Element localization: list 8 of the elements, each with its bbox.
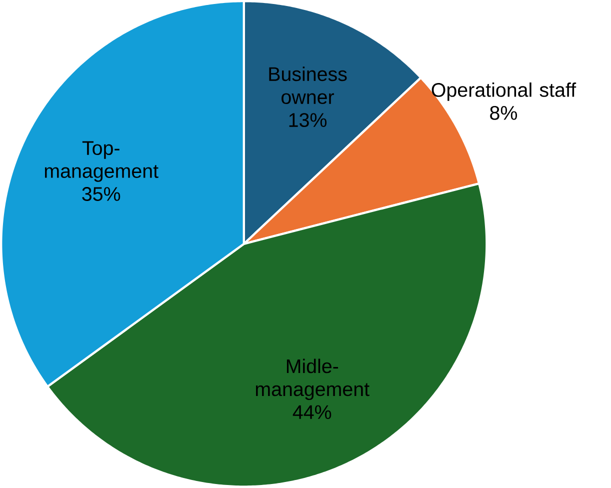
slice-label: Operational staff	[432, 82, 576, 101]
slice-label: Midle-management	[256, 358, 370, 400]
data-label: 44%	[292, 405, 332, 420]
data-label: 13%	[289, 113, 327, 128]
slice-label: Business owner	[269, 66, 347, 104]
slice-label: Top-management	[44, 141, 158, 182]
data-label: 35%	[82, 187, 120, 202]
data-label: 8%	[490, 106, 517, 120]
